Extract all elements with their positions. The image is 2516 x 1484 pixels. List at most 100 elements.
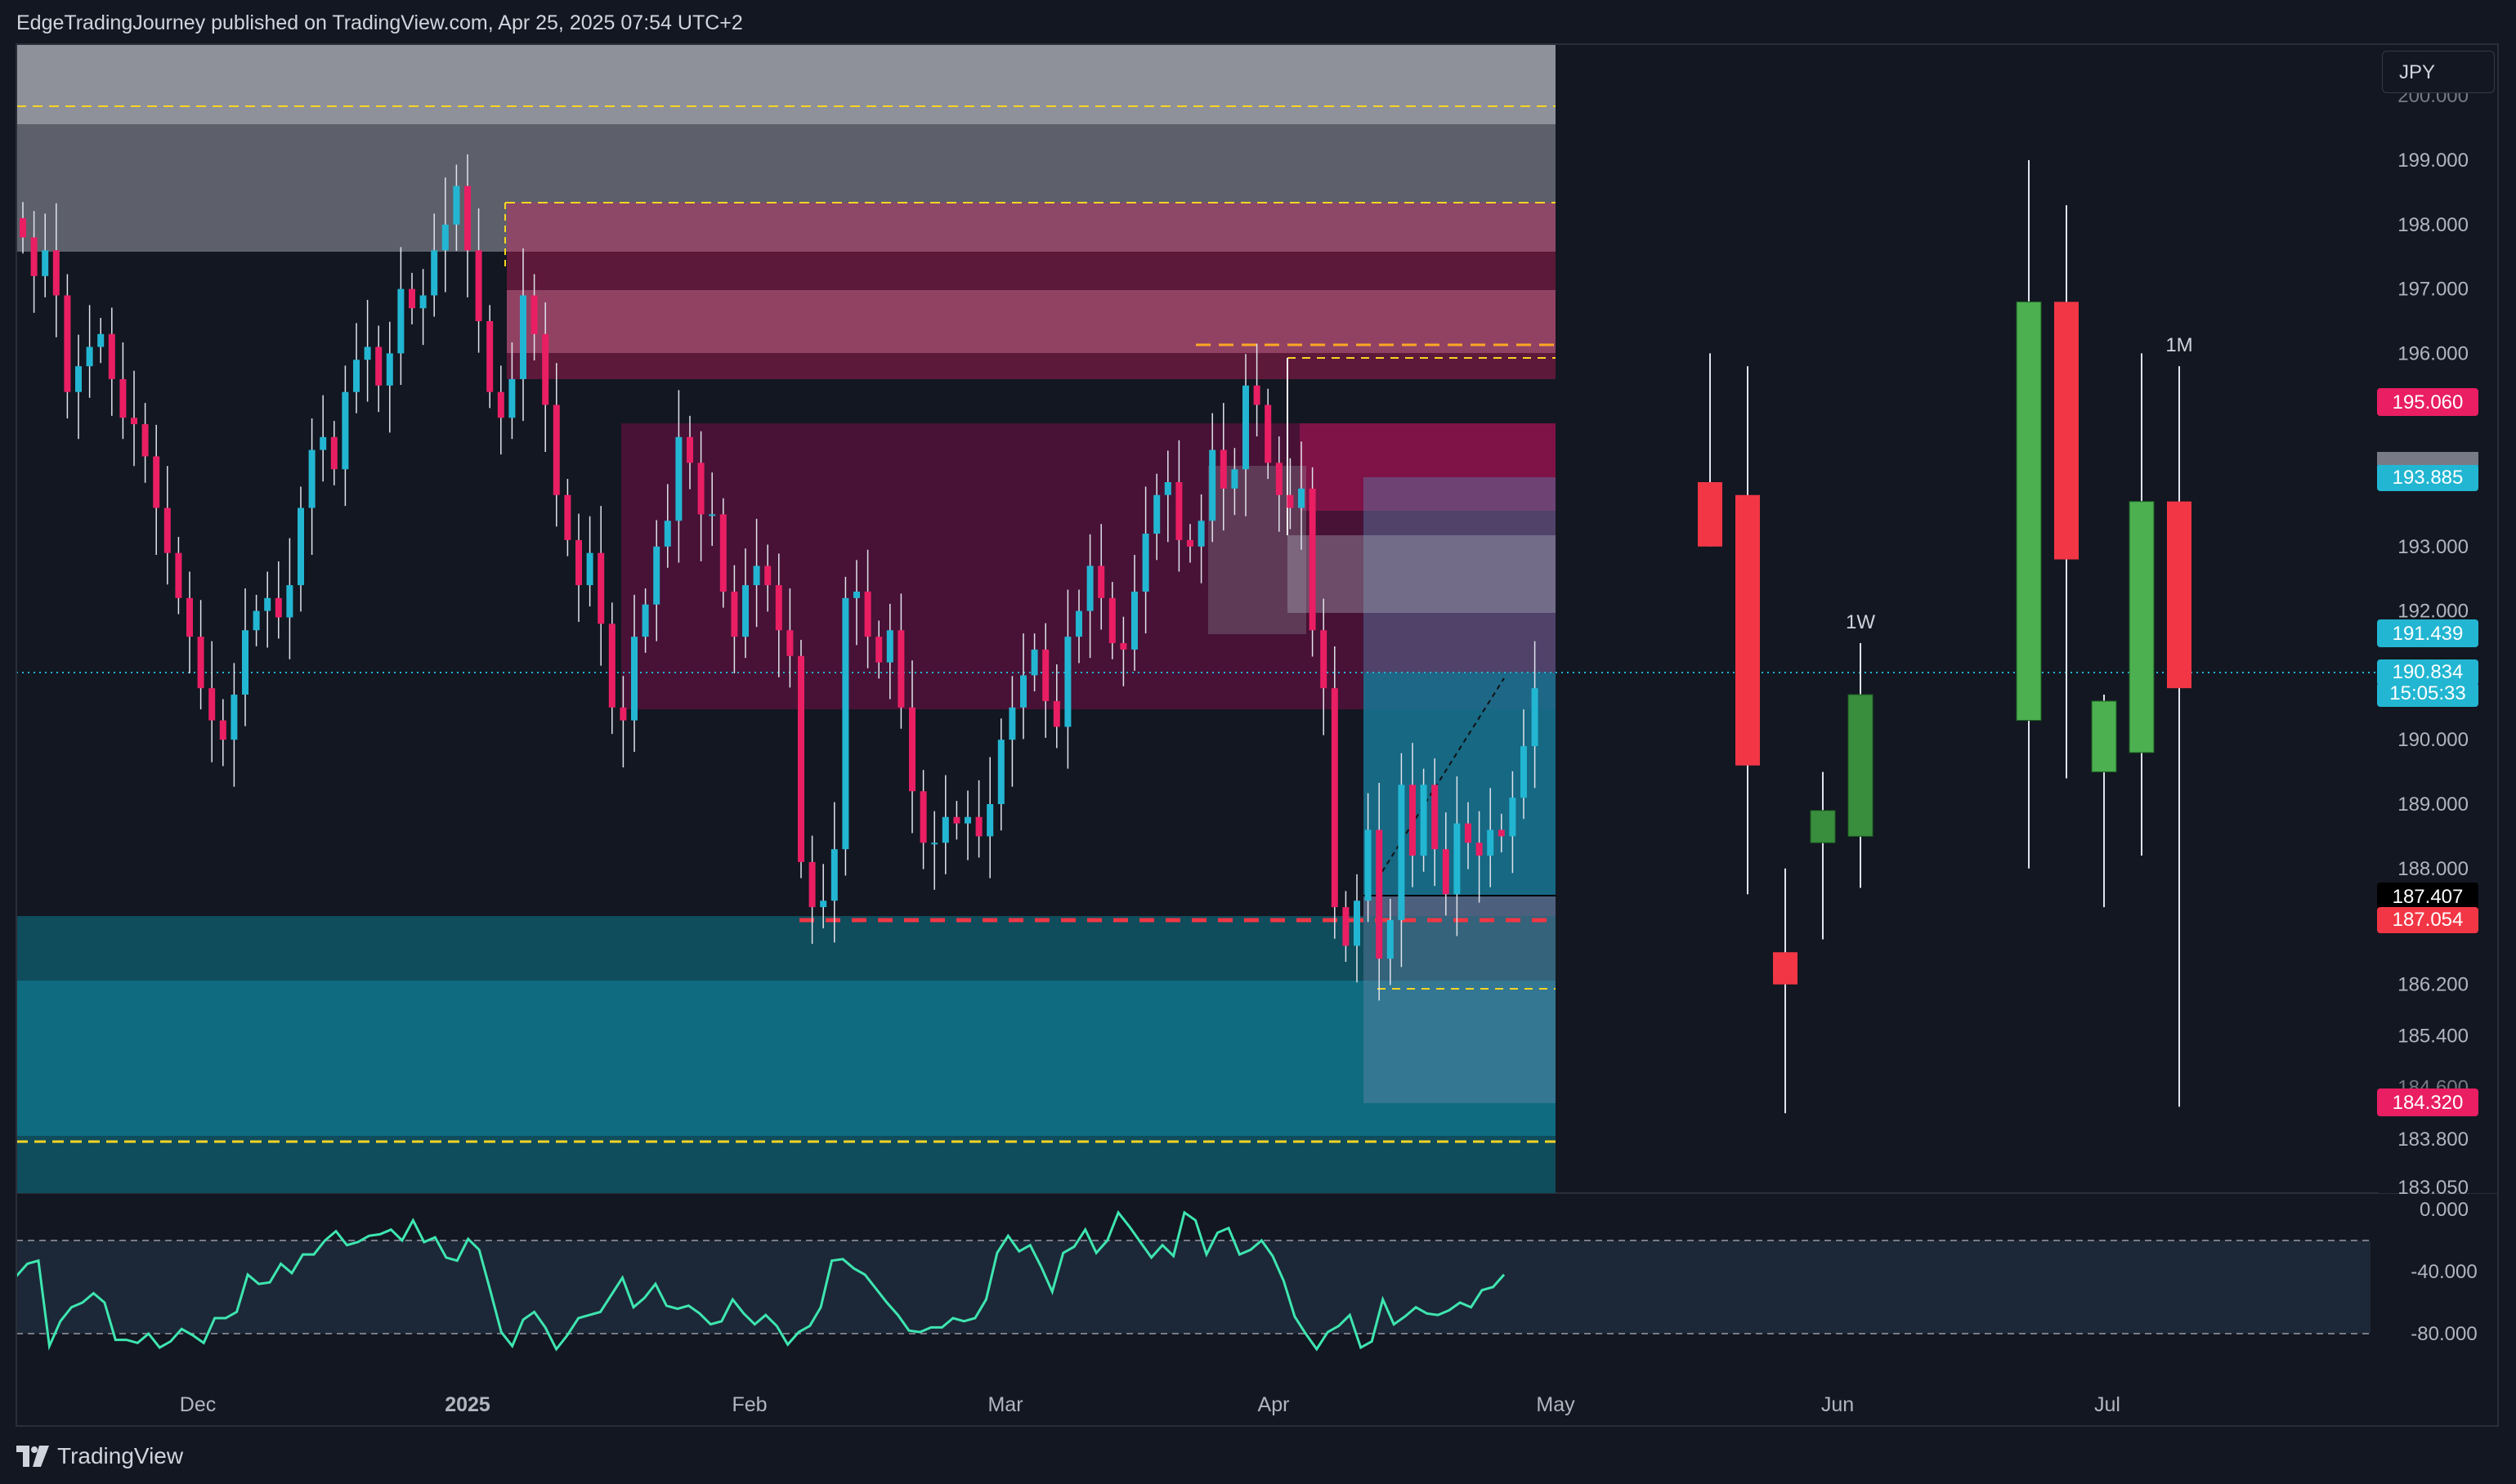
daily-candle-body <box>1231 469 1238 489</box>
daily-candle-body <box>786 630 794 656</box>
price-tag-label: 187.054 <box>2393 909 2464 931</box>
htf-candle-body <box>1698 482 1722 547</box>
price-tag-bg <box>2377 907 2478 933</box>
price-tag-label: 187.407 <box>2393 886 2464 908</box>
daily-candle-body <box>419 295 427 309</box>
daily-candle-body <box>64 295 71 392</box>
daily-candle-body <box>1409 784 1416 856</box>
y-tick-label: 198.000 <box>2397 214 2469 236</box>
daily-candle-body <box>264 597 271 611</box>
htf-candle-body <box>2167 501 2191 689</box>
daily-candle-body <box>920 791 927 843</box>
daily-candle-body <box>553 405 560 495</box>
x-tick-label: May <box>1536 1393 1575 1416</box>
htf-candle-body <box>2054 302 2079 560</box>
daily-candle-body <box>942 816 949 843</box>
daily-candle-body <box>497 391 504 418</box>
daily-candle-body <box>75 366 82 392</box>
daily-candle-body <box>353 360 360 392</box>
daily-candle-body <box>642 604 649 637</box>
daily-candle-body <box>598 552 605 624</box>
daily-candle-body <box>119 378 127 418</box>
daily-candle-body <box>653 546 660 605</box>
daily-candle-body <box>298 507 304 586</box>
daily-candle-body <box>219 720 226 740</box>
symbol-label-box[interactable]: JPY <box>2382 51 2495 93</box>
daily-candle-body <box>898 630 905 708</box>
daily-candle-body <box>709 514 716 516</box>
supply-zone-pink-1 <box>507 203 1556 379</box>
chart-frame <box>16 43 2499 1427</box>
daily-candle-body <box>1531 688 1538 747</box>
daily-candle-body <box>1220 449 1227 489</box>
price-tag-label: 195.060 <box>2393 391 2464 413</box>
tradingview-brand[interactable]: TradingView <box>16 1443 183 1469</box>
x-tick-label: Mar <box>987 1393 1023 1416</box>
x-tick-label: Apr <box>1258 1393 1290 1416</box>
daily-candle-body <box>108 333 115 379</box>
daily-candle-body <box>1354 901 1360 946</box>
daily-candle-body <box>1498 829 1505 837</box>
daily-candle-body <box>1465 823 1471 843</box>
price-tag-bg <box>2377 463 2478 491</box>
daily-candle-body <box>1164 482 1171 495</box>
daily-candle-body <box>1131 591 1138 650</box>
daily-candle-body <box>52 250 60 296</box>
daily-candle-body <box>965 816 971 824</box>
supply-zone-maroon-top <box>1300 423 1556 511</box>
daily-candle-body <box>1053 700 1060 727</box>
daily-candle-body <box>1142 534 1149 592</box>
daily-candle-body <box>909 707 916 792</box>
daily-candle-body <box>586 552 593 586</box>
y-tick-label: 185.400 <box>2397 1026 2469 1048</box>
daily-candle-body <box>1475 843 1483 856</box>
daily-candle-body <box>1442 849 1449 895</box>
daily-candle-body <box>1431 784 1439 850</box>
daily-candle-body <box>242 630 248 695</box>
daily-candle-body <box>1309 488 1316 631</box>
x-tick-label: 2025 <box>445 1393 490 1416</box>
daily-candle-body <box>409 288 415 309</box>
supply-zone-pink-inner <box>507 290 1556 353</box>
htf-candle-body <box>2129 501 2155 753</box>
oscillator-tick-label: -80.000 <box>2411 1323 2477 1345</box>
price-axis[interactable] <box>2379 44 2498 1193</box>
daily-candle-body <box>1331 688 1338 908</box>
daily-candle-body <box>1086 565 1094 611</box>
price-tag-bg <box>2377 883 2478 910</box>
x-tick-label: Feb <box>732 1393 767 1416</box>
htf-candle-body <box>2016 301 2042 722</box>
daily-candle-body <box>764 565 772 586</box>
demand-zone-bottom <box>16 1136 1556 1193</box>
daily-candle-body <box>1253 385 1260 405</box>
daily-candle-body <box>620 707 627 721</box>
daily-candle-body <box>1009 707 1016 740</box>
daily-candle-body <box>1376 829 1383 959</box>
daily-candle-body <box>197 637 204 689</box>
daily-candle-body <box>1153 494 1161 534</box>
y-tick-label: 183.800 <box>2397 1129 2469 1151</box>
daily-candle-body <box>1509 798 1516 837</box>
oscillator-line <box>15 1209 1506 1352</box>
price-tag-bg <box>2377 619 2478 647</box>
daily-candle-body <box>1042 649 1050 701</box>
price-tag-label: 191.439 <box>2393 623 2464 645</box>
daily-candle-body <box>1108 597 1116 643</box>
price-tag-bg <box>2377 1088 2478 1116</box>
supply-zone-grey <box>16 124 1556 252</box>
daily-candle-body <box>564 494 571 540</box>
daily-candle-body <box>842 597 849 850</box>
price-tag-label: 190.834 <box>2393 661 2464 683</box>
daily-candle-body <box>486 321 494 392</box>
daily-candle-body <box>364 346 371 360</box>
htf-label-1m: 1M <box>2165 334 2192 356</box>
daily-candle-body <box>931 843 938 845</box>
daily-candle-body <box>1342 907 1350 946</box>
htf-candles-1m <box>2016 160 2191 1107</box>
price-tag-bg <box>2377 659 2478 686</box>
daily-candle-body <box>320 436 327 450</box>
htf-candle-body <box>1735 494 1760 766</box>
daily-candle-body <box>397 288 405 354</box>
demand-zone-dark <box>16 916 1556 981</box>
